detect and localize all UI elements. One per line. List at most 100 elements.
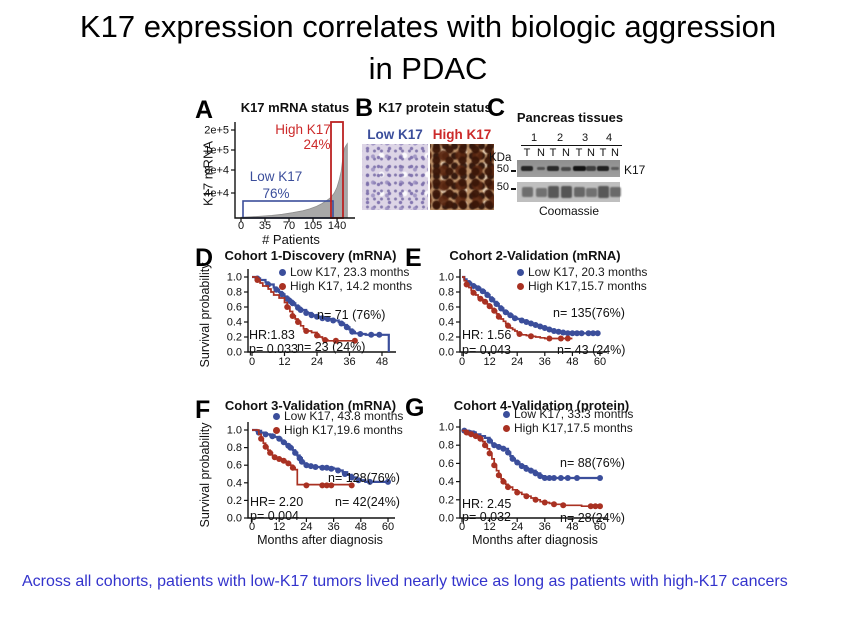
high-k17-percent: 24% — [303, 137, 331, 152]
panel-letter-f: F — [195, 396, 211, 424]
n-low: n= 128(76%) — [328, 471, 400, 485]
panel-d-y-axis-label: Survival probability — [198, 262, 212, 368]
panel-g-title: Cohort 4-Validation (protein) — [453, 398, 630, 413]
svg-text:0.4: 0.4 — [227, 317, 242, 329]
svg-text:12: 12 — [483, 356, 495, 368]
sample-underline — [547, 145, 573, 146]
svg-text:0: 0 — [459, 356, 465, 368]
lane-label: T — [549, 147, 557, 159]
svg-text:35: 35 — [259, 220, 271, 232]
panel-g-cohort4-km: 1.0 0.8 0.6 0.4 0.2 0.0 0 12 24 36 48 60 G Cohort 4… — [405, 396, 655, 561]
cohort2-km-chart: 1.0 0.8 0.6 0.4 0.2 0.0 0 12 24 36 48 60 — [439, 269, 607, 368]
svg-text:0.8: 0.8 — [227, 442, 242, 454]
legend-label-low: Low K17, 33.3 months — [514, 407, 634, 421]
legend-dot-high-icon — [273, 426, 280, 434]
panel-f-y-axis-label: Survival probability — [198, 422, 212, 528]
svg-text:2e+5: 2e+5 — [204, 125, 229, 137]
legend-row-high: High K17, 14.2 months — [279, 279, 412, 294]
kda-label: KDa — [489, 152, 512, 164]
hazard-ratio: HR: 1.56 — [462, 328, 512, 342]
svg-text:0.8: 0.8 — [227, 287, 242, 299]
panel-e-cohort2-km: 1.0 0.8 0.6 0.4 0.2 0.0 0 12 24 36 48 60 E Cohort 2… — [405, 246, 655, 396]
legend-label-low: Low K17, 23.3 months — [290, 265, 410, 279]
svg-text:0.8: 0.8 — [439, 287, 454, 299]
legend-dot-low-icon — [279, 269, 286, 277]
caption-text: Across all cohorts, patients with low-K1… — [22, 573, 788, 590]
svg-text:0.0: 0.0 — [439, 347, 454, 359]
k17-band — [547, 166, 559, 171]
legend-row-low: Low K17, 20.3 months — [517, 265, 647, 280]
lane-label: N — [611, 147, 619, 159]
k17-band — [610, 166, 620, 171]
n-high: n= 42(24%) — [335, 495, 400, 509]
svg-text:12: 12 — [278, 356, 290, 368]
k17-band — [561, 166, 571, 171]
svg-text:36: 36 — [343, 356, 355, 368]
coomassie-band — [585, 187, 597, 197]
coomassie-band — [609, 187, 621, 197]
hazard-ratio: HR:1.83 — [249, 328, 295, 342]
legend-dot-low-icon — [503, 411, 510, 419]
panel-letter-b: B — [355, 94, 374, 122]
k17-band — [596, 165, 610, 172]
svg-text:140: 140 — [328, 220, 346, 232]
svg-text:0.2: 0.2 — [227, 332, 242, 344]
high-k17-annotation: High K17 — [275, 122, 331, 137]
mw-dash — [511, 188, 516, 190]
lane-label: T — [599, 147, 607, 159]
n-high: n= 23 (24%) — [297, 340, 366, 354]
slide-title: K17 expression correlates with biologic … — [79, 9, 777, 87]
lane-label: N — [562, 147, 570, 159]
svg-text:0.0: 0.0 — [439, 513, 454, 525]
p-value: p= 0.043 — [462, 343, 512, 357]
legend-label-high: High K17,15.7 months — [528, 278, 647, 293]
legend-dot-low-icon — [517, 269, 524, 277]
panel-f-title: Cohort 3-Validation (mRNA) — [224, 398, 397, 413]
panel-letter-d: D — [195, 244, 214, 272]
k17-mrna-distribution-chart: 2e+5 1e+5 8e+4 4e+4 0 35 70 105 140 — [204, 121, 355, 232]
legend-label-high: High K17,17.5 months — [514, 420, 633, 435]
svg-text:36: 36 — [327, 521, 339, 533]
panel-f-legend: Low K17, 43.8 months High K17,19.6 month… — [273, 409, 404, 438]
n-low: n= 88(76%) — [560, 456, 625, 470]
coomassie-label: Coomassie — [538, 204, 600, 218]
lane-label: N — [537, 147, 545, 159]
svg-text:0.4: 0.4 — [439, 476, 454, 488]
panel-b-title: K17 protein status — [378, 100, 492, 115]
panel-e-legend: Low K17, 20.3 months High K17,15.7 month… — [517, 265, 647, 293]
coomassie-band — [560, 185, 572, 199]
panel-letter-g: G — [405, 394, 425, 422]
p-value: p= 0.004 — [250, 509, 300, 523]
svg-text:1.0: 1.0 — [227, 272, 242, 284]
n-low: n= 71 (76%) — [317, 308, 386, 322]
sample-number: 4 — [605, 132, 613, 144]
svg-text:1.0: 1.0 — [227, 425, 242, 437]
svg-text:60: 60 — [594, 521, 606, 533]
svg-text:48: 48 — [566, 521, 578, 533]
hazard-ratio: HR: 2.45 — [462, 497, 512, 511]
svg-text:8e+4: 8e+4 — [204, 165, 229, 177]
ihc-image-low-k17 — [362, 144, 428, 210]
svg-text:12: 12 — [273, 521, 285, 533]
legend-dot-high-icon — [279, 282, 286, 290]
coomassie-band — [535, 187, 547, 197]
sample-underline — [596, 145, 622, 146]
svg-text:4e+4: 4e+4 — [204, 188, 229, 200]
svg-text:24: 24 — [300, 521, 312, 533]
svg-text:24: 24 — [511, 521, 523, 533]
svg-text:60: 60 — [594, 356, 606, 368]
legend-row-low: Low K17, 23.3 months — [279, 265, 412, 280]
k17-band — [586, 166, 596, 171]
svg-text:36: 36 — [539, 521, 551, 533]
legend-label-low: Low K17, 43.8 months — [284, 409, 404, 423]
legend-row-low: Low K17, 33.3 months — [503, 407, 634, 422]
cohort4-km-chart: 1.0 0.8 0.6 0.4 0.2 0.0 0 12 24 36 48 60 — [439, 419, 607, 533]
panel-c-title: Pancreas tissues — [516, 110, 624, 125]
legend-row-high: High K17,19.6 months — [273, 423, 403, 438]
k17-band — [572, 165, 586, 172]
svg-text:60: 60 — [382, 521, 394, 533]
panel-a-y-axis-label: K17 mRNA — [200, 140, 216, 207]
ihc-image-high-k17 — [430, 144, 494, 210]
svg-text:0.6: 0.6 — [227, 302, 242, 314]
panel-f-x-axis-label: Months after diagnosis — [257, 533, 383, 547]
